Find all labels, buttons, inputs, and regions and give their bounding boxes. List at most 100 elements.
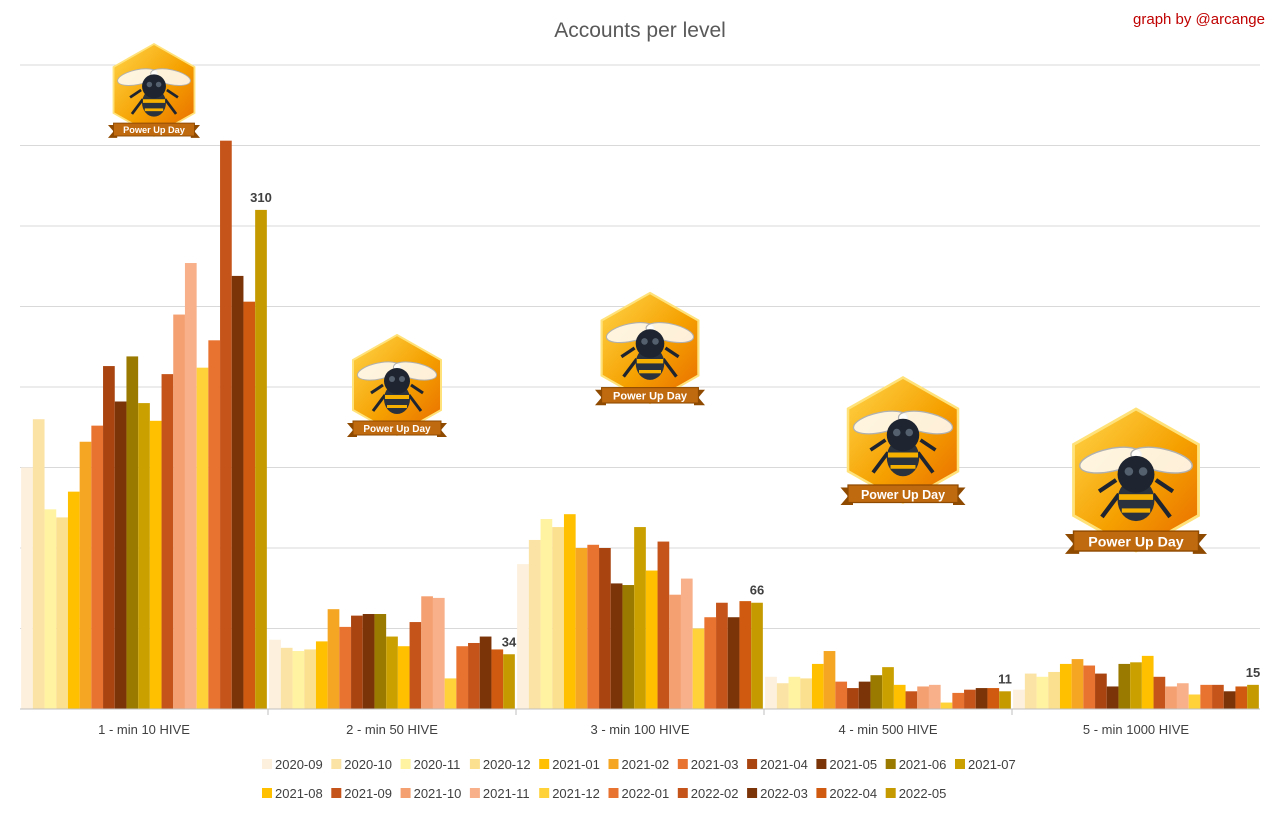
- legend-item: 2020-12: [469, 757, 531, 772]
- bar-2022-05-4: [999, 691, 1011, 709]
- bar-2021-02-2: [327, 609, 340, 709]
- legend-item: 2020-10: [331, 757, 392, 772]
- category-label: 1 - min 10 HIVE: [98, 722, 190, 737]
- legend-item: 2022-05: [885, 786, 947, 801]
- bar-2021-10-4: [917, 686, 929, 709]
- bar-2021-09-4: [905, 691, 918, 709]
- bar-2020-12-5: [1048, 671, 1060, 709]
- legend-label: 2021-01: [552, 757, 600, 772]
- legend-item: 2022-01: [608, 786, 669, 801]
- bar-2021-06-5: [1118, 663, 1131, 709]
- bar-2022-05-3: [751, 602, 763, 709]
- data-label: 66: [750, 583, 764, 598]
- bar-2021-04-2: [351, 615, 363, 709]
- bar-2021-02-5: [1071, 659, 1084, 709]
- bar-2021-04-4: [847, 688, 859, 709]
- legend-swatch: [955, 759, 965, 769]
- legend-item: 2021-11: [469, 786, 530, 801]
- bar-2022-03-3: [727, 617, 740, 709]
- bar-2021-12-3: [692, 628, 705, 709]
- bar-2021-07-3: [634, 527, 646, 709]
- bar-2021-08-4: [893, 684, 906, 709]
- bar-2022-04-3: [739, 601, 752, 709]
- bar-2021-01-5: [1059, 663, 1072, 709]
- bar-2021-03-5: [1083, 665, 1096, 709]
- bar-2021-08-1: [149, 420, 162, 709]
- legend-swatch: [816, 759, 827, 769]
- legend-item: 2021-03: [677, 757, 739, 772]
- legend-item: 2021-05: [816, 757, 877, 772]
- bar-2021-10-1: [173, 314, 185, 709]
- legend-label: 2020-12: [483, 757, 531, 772]
- bar-2021-12-5: [1188, 694, 1201, 709]
- ribbon: [840, 484, 966, 505]
- bar-2021-06-4: [870, 675, 883, 709]
- legend-label: 2021-12: [552, 786, 600, 801]
- bar-2022-05-5: [1247, 684, 1259, 709]
- bar-2021-04-3: [599, 548, 611, 709]
- bar-2021-10-3: [669, 594, 681, 709]
- legend-swatch: [331, 788, 342, 798]
- ribbon: [108, 122, 200, 138]
- bar-2021-01-2: [315, 641, 328, 709]
- bar-2021-11-3: [680, 578, 693, 709]
- legend-item: 2021-02: [608, 757, 669, 772]
- legend-swatch: [677, 759, 688, 769]
- bar-2021-06-2: [374, 614, 387, 709]
- bar-2020-10-5: [1024, 673, 1037, 709]
- bar-2021-07-4: [882, 667, 894, 709]
- badge-label: Power Up Day: [123, 125, 186, 135]
- bar-2021-01-1: [67, 491, 80, 709]
- bar-2021-09-5: [1153, 676, 1166, 709]
- bar-2020-09-3: [517, 564, 529, 709]
- legend-item: 2022-02: [677, 786, 739, 801]
- power-up-day-badge: Power Up Day: [1065, 407, 1207, 554]
- bar-2021-12-4: [940, 702, 953, 709]
- bar-2022-02-4: [964, 689, 976, 709]
- legend-swatch: [885, 759, 896, 769]
- bar-2021-11-1: [184, 263, 197, 709]
- bar-2022-02-3: [716, 602, 728, 709]
- bar-2021-05-2: [362, 614, 375, 709]
- bar-2021-11-5: [1176, 683, 1189, 709]
- bar-2020-11-5: [1036, 676, 1049, 709]
- legend-label: 2021-08: [275, 786, 323, 801]
- bar-2020-09-1: [21, 467, 33, 709]
- bar-2021-04-1: [103, 366, 115, 709]
- bar-2021-09-2: [409, 622, 422, 709]
- legend-swatch: [747, 759, 758, 769]
- category-label: 3 - min 100 HIVE: [591, 722, 690, 737]
- legend-label: 2022-04: [829, 786, 877, 801]
- bar-2021-03-4: [835, 681, 848, 709]
- category-label: 2 - min 50 HIVE: [346, 722, 438, 737]
- legend-item: 2021-10: [400, 786, 461, 801]
- bar-2022-03-2: [479, 636, 492, 709]
- bar-2021-08-2: [397, 646, 410, 709]
- bar-2021-08-5: [1141, 655, 1154, 709]
- bar-2021-10-5: [1165, 686, 1177, 709]
- data-label: 34: [502, 634, 517, 649]
- legend-label: 2022-05: [899, 786, 947, 801]
- legend-swatch: [677, 788, 688, 798]
- bar-2021-11-2: [432, 597, 445, 709]
- legend-item: 2022-04: [816, 786, 877, 801]
- legend-label: 2021-11: [483, 786, 530, 801]
- data-label: 11: [998, 671, 1012, 686]
- legend-label: 2021-06: [899, 757, 947, 772]
- bar-2021-10-2: [421, 596, 433, 709]
- bar-2020-09-4: [765, 676, 777, 709]
- legend-label: 2021-07: [968, 757, 1016, 772]
- bar-2020-12-2: [304, 649, 316, 709]
- legend-item: 2020-11: [400, 757, 460, 772]
- power-up-day-badge: Power Up Day: [108, 42, 200, 138]
- bar-2021-03-1: [91, 425, 104, 709]
- ribbon: [347, 420, 447, 437]
- bar-2021-07-2: [386, 636, 398, 709]
- bee-icon: [356, 361, 438, 414]
- bar-2022-03-4: [975, 688, 988, 709]
- bar-2022-01-2: [456, 646, 469, 709]
- legend-label: 2020-09: [275, 757, 323, 772]
- bar-2022-05-2: [503, 654, 515, 709]
- legend-item: 2021-04: [747, 757, 808, 772]
- legend-swatch: [331, 759, 342, 769]
